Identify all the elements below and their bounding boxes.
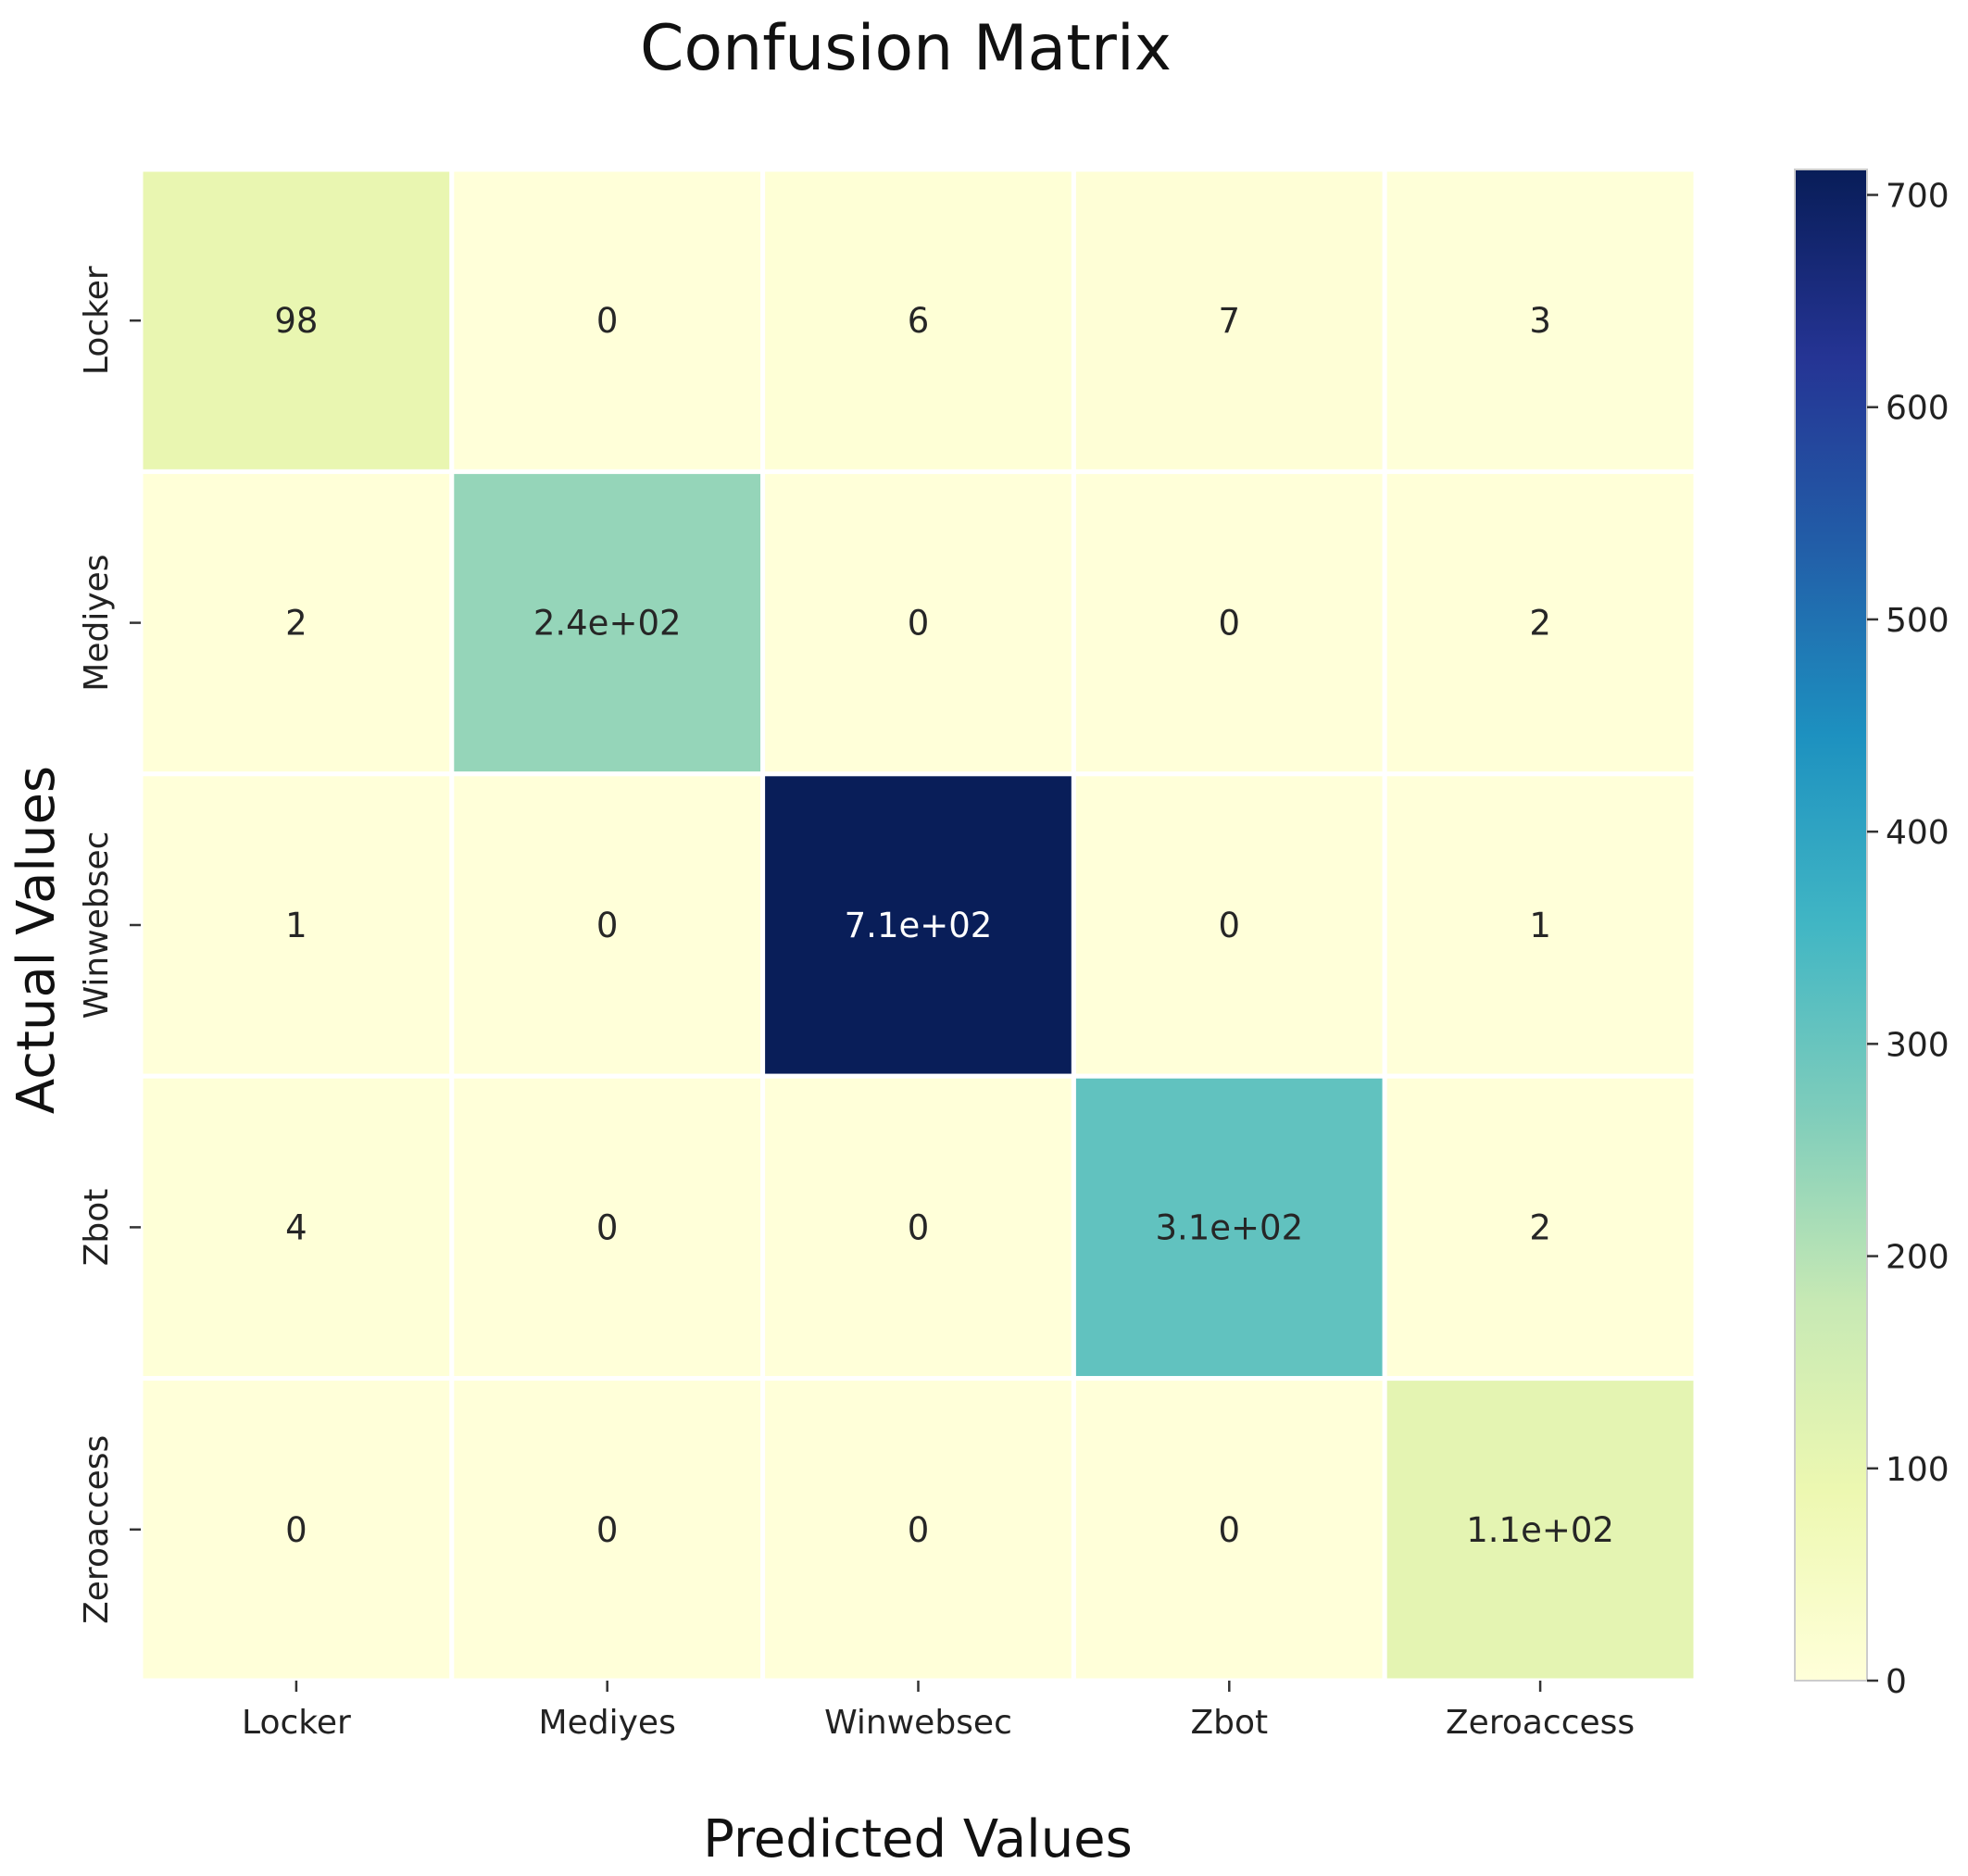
x-tick-label: Mediyes [539,1704,676,1742]
y-tick-label: Locker [78,266,116,375]
cell-value-label: 1 [285,906,307,945]
heatmap-cell [1382,469,1698,777]
heatmap-cell [1382,1073,1698,1382]
heatmap-grid: 98 0 6 7 3 2 2.4e+02 0 0 2 1 0 7.1e+02 0 1 4 0 0 3.1e+02 2 0… [138,167,1698,1683]
heatmap-cell [1071,167,1387,474]
y-tick-label: Winwebsec [78,832,116,1019]
heatmap-cell [1071,469,1387,777]
y-tick-label: Mediyes [78,554,116,691]
cell-value-label: 1.1e+02 [1466,1510,1614,1550]
heatmap-cell [760,1376,1076,1683]
colorbar-gradient [1794,169,1868,1682]
heatmap-cell [138,1073,455,1382]
chart-title: Confusion Matrix [640,12,1172,85]
colorbar-tick-label: 0 [1886,1663,1907,1701]
cell-value-label: 0 [596,301,619,341]
x-tick-label: Winwebsec [824,1704,1012,1742]
cell-value-label: 7.1e+02 [845,906,993,945]
heatmap-cell [138,771,455,1079]
heatmap-cell [760,771,1076,1079]
cell-value-label: 0 [908,1207,930,1247]
cell-value-label: 3.1e+02 [1155,1207,1303,1247]
cell-value-label: 0 [596,1510,619,1550]
x-tick-label: Zbot [1190,1704,1268,1742]
colorbar-tick-label: 600 [1886,390,1949,428]
colorbar-tick-label: 300 [1886,1026,1949,1064]
y-axis-label: Actual Values [6,766,67,1114]
cell-value-label: 4 [285,1207,307,1247]
cell-value-label: 0 [1219,604,1241,644]
cell-value-label: 0 [596,1207,619,1247]
cell-value-label: 2 [285,604,307,644]
colorbar-tick-label: 200 [1886,1239,1949,1277]
cell-value-label: 98 [274,301,318,341]
cell-value-label: 1 [1529,906,1551,945]
x-tick-label: Zeroaccess [1446,1704,1635,1742]
colorbar-tick-label: 700 [1886,178,1949,216]
colorbar: 0 100 200 300 400 500 600 700 [1794,169,1949,1701]
cell-value-label: 0 [1219,906,1241,945]
cell-value-label: 0 [908,604,930,644]
heatmap-cell [449,469,766,777]
cell-value-label: 3 [1529,301,1551,341]
colorbar-tick-label: 500 [1886,602,1949,640]
colorbar-tick-label: 400 [1886,814,1949,852]
cell-value-label: 0 [1219,1510,1241,1550]
cell-value-label: 0 [285,1510,307,1550]
cell-value-label: 0 [908,1510,930,1550]
heatmap-cell [138,1376,455,1683]
cell-value-label: 6 [908,301,930,341]
colorbar-tick-label: 100 [1886,1451,1949,1489]
heatmap-cell [1382,771,1698,1079]
heatmap-cell [449,167,766,474]
x-axis: Locker Mediyes Winwebsec Zbot Zeroaccess [242,1681,1635,1742]
heatmap-cell [449,1376,766,1683]
y-tick-label: Zeroaccess [78,1435,116,1624]
x-axis-label: Predicted Values [703,1809,1133,1870]
y-axis: Locker Mediyes Winwebsec Zbot Zeroaccess [78,266,141,1624]
cell-value-label: 7 [1219,301,1241,341]
heatmap-cell [760,1073,1076,1382]
heatmap-cell [449,1073,766,1382]
y-tick-label: Zbot [78,1189,116,1267]
x-tick-label: Locker [242,1704,351,1742]
heatmap-cell [449,771,766,1079]
cell-value-label: 0 [596,906,619,945]
heatmap-cell [1071,771,1387,1079]
heatmap-cell [760,469,1076,777]
cell-value-label: 2 [1529,604,1551,644]
cell-value-label: 2.4e+02 [533,604,682,644]
cell-value-label: 2 [1529,1207,1551,1247]
